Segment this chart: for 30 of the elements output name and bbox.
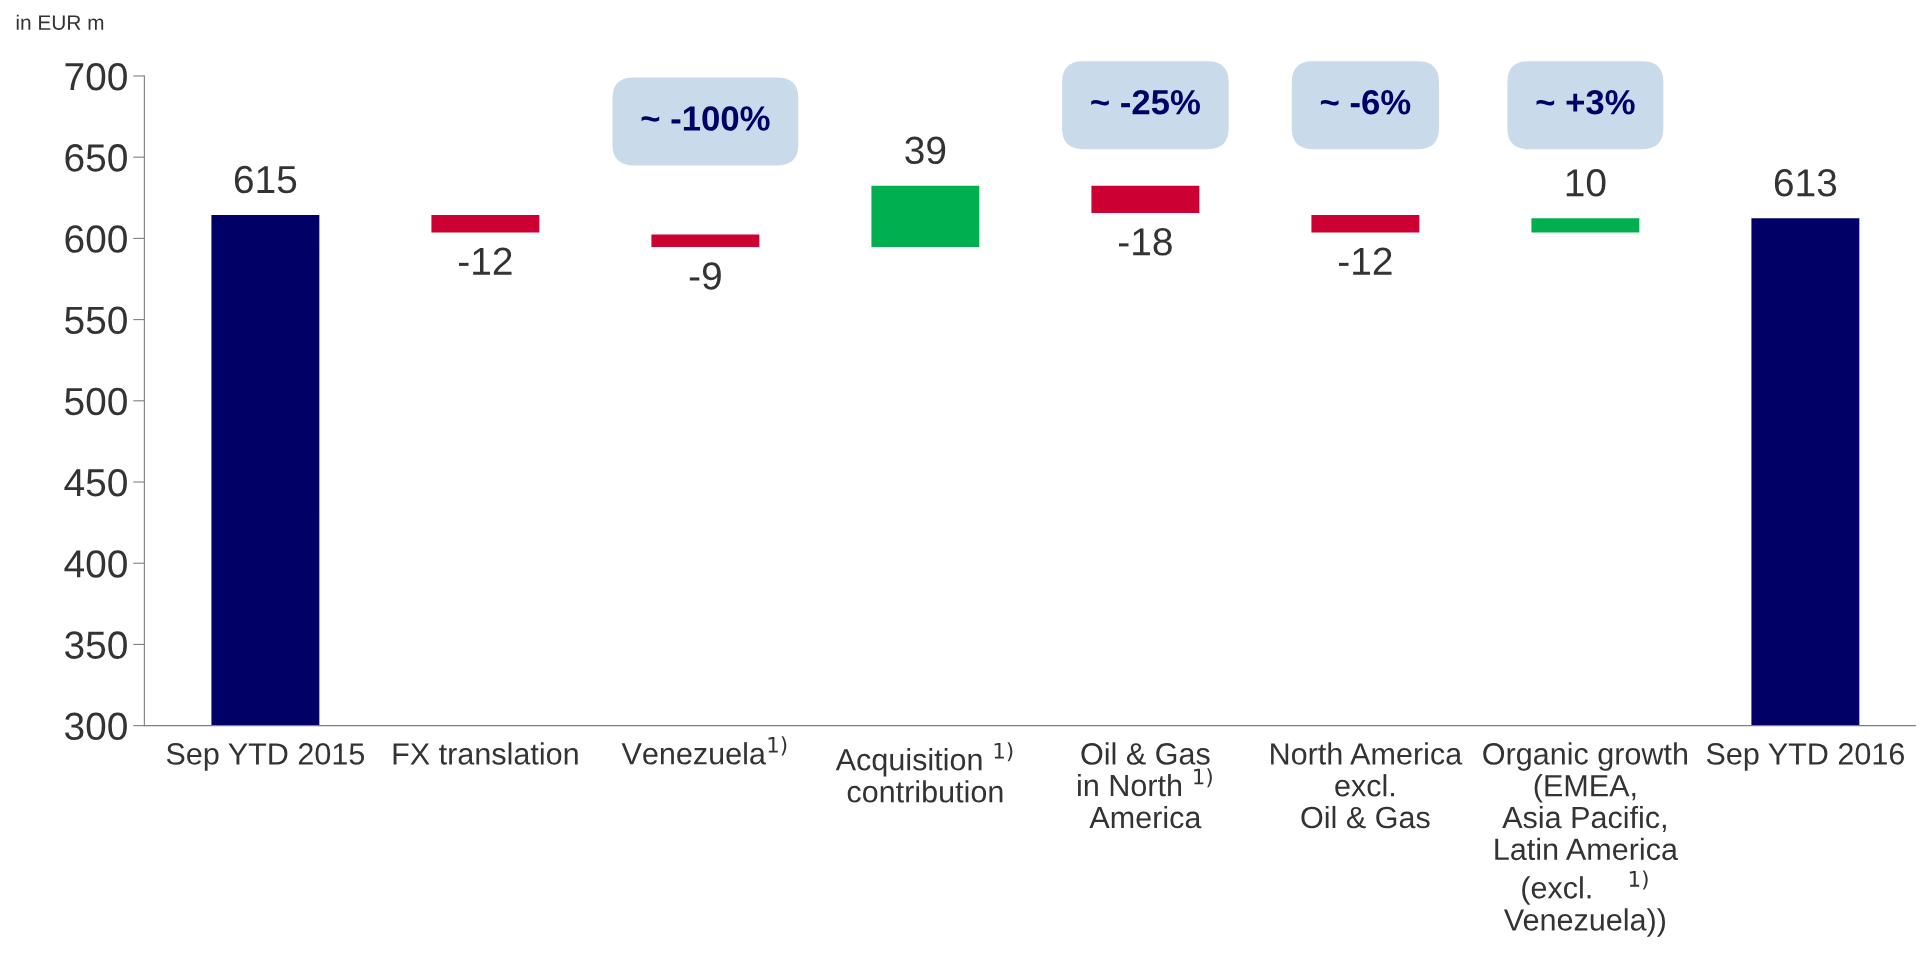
data-label: 10 (1566, 169, 1606, 197)
annotation: ~ -6% (1320, 89, 1411, 115)
annotation: ~ -100% (641, 106, 770, 131)
x-tick-label: Acquisition $^{1)}$ contribution (835, 742, 1013, 803)
y-tick-label: 550 (65, 306, 127, 335)
annotation: ~ -25% (1091, 89, 1200, 115)
y-axis-title: in EUR m (16, 14, 104, 30)
x-tick-label: FX translation (393, 742, 578, 765)
y-tick-label: 450 (64, 468, 127, 497)
data-label: 613 (1774, 169, 1837, 197)
data-label: -9 (689, 262, 721, 290)
y-tick-label: 700 (65, 62, 127, 91)
data-label: 615 (234, 165, 297, 194)
y-tick-label: 300 (65, 712, 127, 741)
y-tick-label: 350 (65, 631, 127, 659)
y-tick-label: 650 (65, 144, 127, 172)
annotation: ~ +3% (1536, 89, 1635, 115)
x-tick-label: Sep YTD 2015 (166, 743, 365, 771)
y-tick-label: 400 (64, 550, 127, 578)
x-tick-label: Sep YTD 2016 (1706, 743, 1904, 771)
y-tick-label: 600 (65, 225, 127, 253)
data-label: -12 (1339, 247, 1392, 275)
data-label: -12 (459, 247, 512, 275)
data-label: -18 (1119, 228, 1172, 256)
x-tick-label: Oil & Gas in North $^{1)}$ America (1078, 742, 1212, 829)
category-label: Organic growth (EMEA, Asia Pacific, Latin America (excl. $^{1)}$ Venezuela)) (1483, 742, 1687, 937)
y-tick-label: 500 (65, 387, 127, 416)
x-tick-label: North America excl. Oil & Gas (1271, 742, 1463, 829)
data-label: 39 (905, 136, 946, 165)
x-tick-label: Venezuela$^{1)}$ (621, 736, 787, 765)
